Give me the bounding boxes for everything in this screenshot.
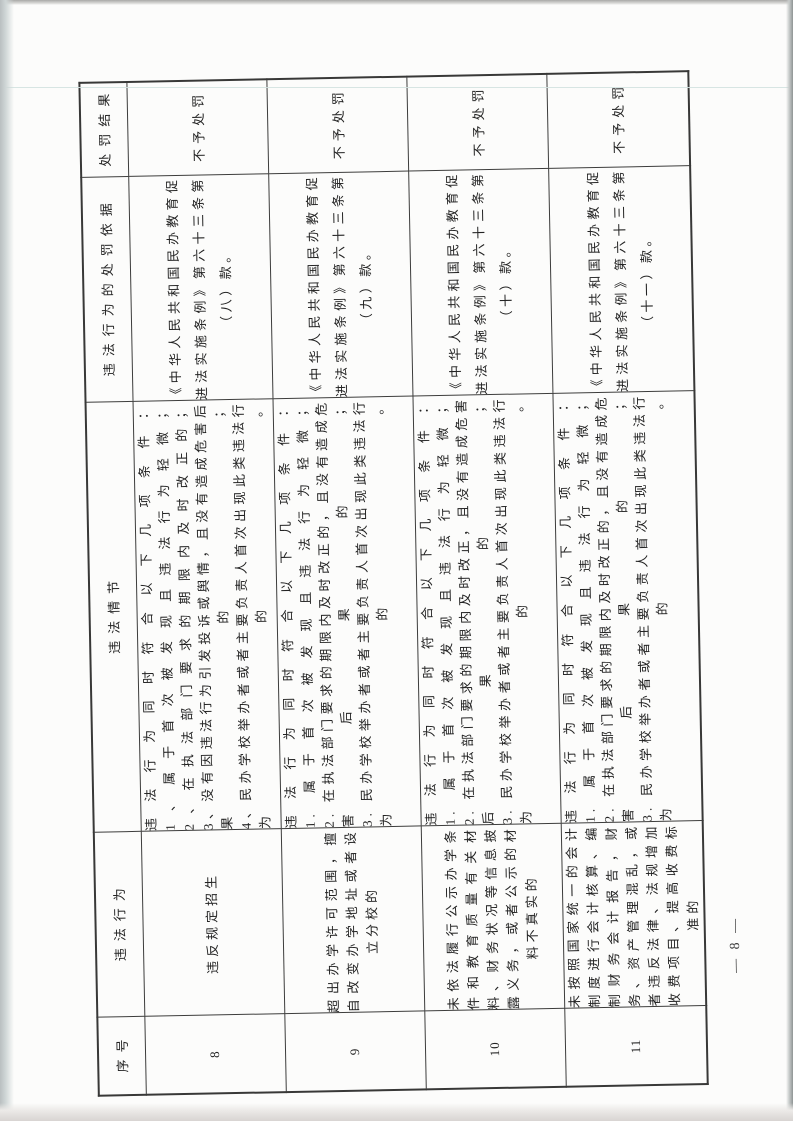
- cell-basis: 《中华人民共和国民办教育促进法实施条例》第六十三条第（十）款。: [408, 168, 553, 397]
- cell-basis: 《中华人民共和国民办教育促进法实施条例》第六十三条第（十一）款。: [548, 166, 695, 394]
- cell-index: 11: [564, 1006, 708, 1087]
- cell-circumstance: 违法行为同时符合以下几项条件： 1. 属于首次被发现且违法行为轻微； 2. 在执…: [412, 393, 561, 827]
- scan-edge-left: [0, 0, 14, 1121]
- rotated-table-container: 序号 违法行为 违法情节 违法行为的处罚依据 处罚结果 8 违反规定招生 违法行…: [78, 70, 709, 1097]
- header-basis: 违法行为的处罚依据: [81, 176, 133, 403]
- cell-violation: 未依法履行公示办学条件和教育质量有关材料、财务状况等信息披露义务，或者公示的材料…: [420, 823, 565, 1012]
- cell-index: 8: [144, 1014, 286, 1095]
- penalty-rules-table: 序号 违法行为 违法情节 违法行为的处罚依据 处罚结果 8 违反规定招生 违法行…: [78, 70, 709, 1097]
- cell-index: 9: [284, 1011, 426, 1093]
- scan-edge-top: [0, 0, 793, 5]
- header-result: 处罚结果: [79, 81, 129, 178]
- table-row: 10 未依法履行公示办学条件和教育质量有关材料、财务状况等信息披露义务，或者公示…: [406, 73, 566, 1090]
- cell-violation: 违反规定招生: [140, 829, 285, 1017]
- circumstance-item: 3. 民办学校举办者或者主要负责人首次出现此类违法行为的。: [351, 397, 394, 828]
- header-circumstance: 违法情节: [85, 401, 141, 833]
- cell-violation: 超出办学许可范围，擅自改变办学地址或者设立分校的: [280, 826, 425, 1015]
- cell-result: 不予处罚: [406, 73, 549, 172]
- circumstance-item: 3. 民办学校举办者或者主要负责人首次出现此类违法行为的。: [630, 392, 674, 822]
- cell-circumstance: 违法行为同时符合以下几项条件： 1. 属于首次被发现且违法行为轻微； 2. 在执…: [552, 391, 703, 824]
- header-violation: 违法行为: [93, 831, 145, 1018]
- page-number: — 8 —: [727, 915, 744, 974]
- scanner-artifact-line: [0, 87, 793, 88]
- circumstance-item: 4、民办学校举办者或者主要负责人首次出现此类违法行为的。: [230, 399, 273, 830]
- scan-edge-right: [786, 0, 793, 1121]
- scan-edge-bottom: [0, 1103, 793, 1121]
- cell-basis: 《中华人民共和国民办教育促进法实施条例》第六十三条第（八）款。: [128, 174, 273, 402]
- cell-basis: 《中华人民共和国民办教育促进法实施条例》第六十三条第（九）款。: [268, 171, 413, 400]
- cell-violation: 未按照国家统一的会计制度进行会计核算、编制财务会计报告，财务、资产管理混乱，或者…: [560, 821, 707, 1009]
- cell-result: 不予处罚: [546, 71, 691, 169]
- cell-result: 不予处罚: [266, 76, 409, 175]
- cell-index: 10: [424, 1008, 566, 1090]
- cell-circumstance: 违法行为同时符合以下几项条件： 1、属于首次被发现且违法行为轻微； 2、在执法部…: [132, 399, 281, 832]
- cell-result: 不予处罚: [126, 79, 269, 177]
- cell-circumstance: 违法行为同时符合以下几项条件： 1. 属于首次被发现且违法行为轻微； 2. 在执…: [272, 396, 421, 830]
- table-row: 9 超出办学许可范围，擅自改变办学地址或者设立分校的 违法行为同时符合以下几项条…: [266, 76, 426, 1093]
- circumstance-item: 3. 民办学校举办者或者主要负责人首次出现此类违法行为的。: [490, 394, 534, 825]
- table-row: 8 违反规定招生 违法行为同时符合以下几项条件： 1、属于首次被发现且违法行为轻…: [126, 79, 286, 1095]
- table-row: 11 未按照国家统一的会计制度进行会计核算、编制财务会计报告，财务、资产管理混乱…: [546, 71, 708, 1087]
- header-index: 序号: [97, 1016, 146, 1096]
